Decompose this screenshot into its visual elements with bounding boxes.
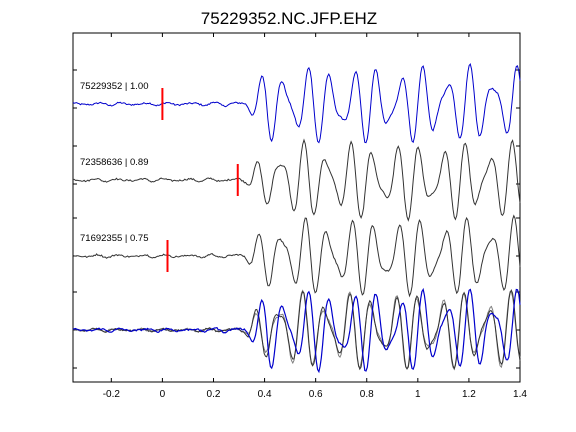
x-axis: -0.2 0 0.2 0.4 0.6 0.8 1 1.2 1.4 — [103, 33, 527, 400]
stack-overlay-trace-1 — [72, 287, 521, 374]
waveform-trace-2 — [73, 138, 521, 222]
trace-label-trace-1: 75229352 | 1.00 — [80, 81, 149, 92]
x-tick-label: 0 — [160, 389, 166, 400]
trace-label-trace-3: 71692355 | 0.75 — [80, 233, 149, 244]
x-tick-label: 0.2 — [207, 389, 221, 400]
waveform-trace-3 — [72, 214, 521, 298]
waveform-trace-1 — [72, 62, 521, 144]
x-tick-label: 0.8 — [360, 389, 374, 400]
stack-overlay-trace-2 — [72, 288, 521, 371]
trace-labels: 75229352 | 1.00 72358636 | 0.89 71692355 |… — [80, 81, 149, 244]
x-tick-label: 0.4 — [258, 389, 272, 400]
trace-group — [72, 62, 521, 374]
x-tick-label: 1 — [415, 389, 421, 400]
pick-markers — [161, 88, 239, 272]
x-tick-label: -0.2 — [103, 389, 121, 400]
plot-frame — [72, 32, 521, 383]
x-tick-label: 1.4 — [513, 389, 527, 400]
trace-label-trace-2: 72358636 | 0.89 — [80, 157, 149, 168]
x-tick-label: 0.6 — [309, 389, 323, 400]
x-tick-label: 1.2 — [462, 389, 476, 400]
chart-title: 75229352.NC.JFP.EHZ — [201, 9, 377, 28]
